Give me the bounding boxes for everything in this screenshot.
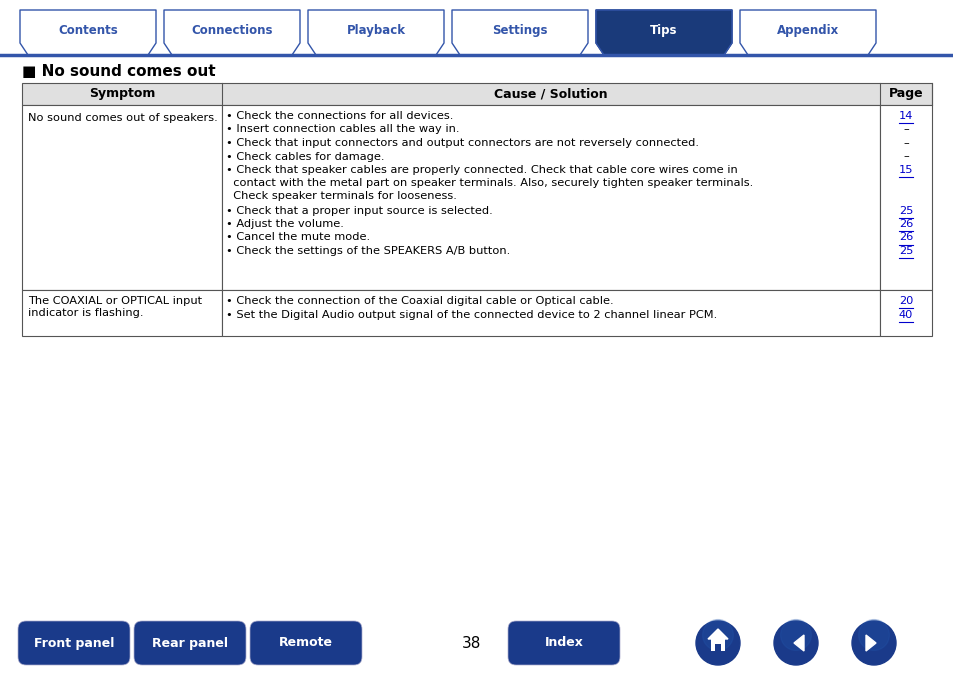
Circle shape (851, 621, 895, 665)
Text: Contents: Contents (58, 24, 118, 37)
Text: Page: Page (888, 87, 923, 100)
Text: Tips: Tips (650, 24, 677, 37)
Text: Appendix: Appendix (776, 24, 839, 37)
Text: • Cancel the mute mode.: • Cancel the mute mode. (226, 232, 370, 242)
Text: Remote: Remote (278, 637, 333, 649)
Polygon shape (308, 10, 443, 55)
Text: 40: 40 (898, 310, 912, 320)
Polygon shape (20, 10, 156, 55)
Bar (714, 644, 720, 651)
Text: –: – (902, 138, 908, 148)
Bar (710, 639, 724, 651)
Text: • Check cables for damage.: • Check cables for damage. (226, 151, 384, 162)
Polygon shape (596, 10, 731, 55)
Polygon shape (707, 629, 727, 639)
Text: The COAXIAL or OPTICAL input
indicator is flashing.: The COAXIAL or OPTICAL input indicator i… (28, 296, 202, 318)
Text: • Set the Digital Audio output signal of the connected device to 2 channel linea: • Set the Digital Audio output signal of… (226, 310, 717, 320)
Text: 20: 20 (898, 296, 912, 306)
Text: –: – (902, 125, 908, 135)
Text: • Check the settings of the SPEAKERS A/B button.: • Check the settings of the SPEAKERS A/B… (226, 246, 510, 256)
Text: • Check the connection of the Coaxial digital cable or Optical cable.: • Check the connection of the Coaxial di… (226, 296, 613, 306)
FancyBboxPatch shape (18, 621, 130, 665)
Text: 26: 26 (898, 232, 912, 242)
Polygon shape (740, 10, 875, 55)
Text: –: – (902, 151, 908, 162)
Circle shape (773, 621, 817, 665)
Polygon shape (865, 635, 875, 651)
Circle shape (701, 620, 733, 650)
Text: • Insert connection cables all the way in.: • Insert connection cables all the way i… (226, 125, 459, 135)
Text: Index: Index (544, 637, 583, 649)
Text: 25: 25 (898, 246, 912, 256)
Text: 38: 38 (462, 635, 481, 651)
Text: • Check the connections for all devices.: • Check the connections for all devices. (226, 111, 453, 121)
FancyBboxPatch shape (507, 621, 619, 665)
Bar (22, 290, 222, 336)
Bar (879, 105, 931, 290)
Text: Cause / Solution: Cause / Solution (494, 87, 607, 100)
Text: Front panel: Front panel (33, 637, 114, 649)
Text: • Check that a proper input source is selected.: • Check that a proper input source is se… (226, 205, 493, 215)
Bar (22, 105, 222, 290)
Circle shape (696, 621, 740, 665)
Text: ■ No sound comes out: ■ No sound comes out (22, 63, 215, 79)
Polygon shape (164, 10, 299, 55)
Text: Settings: Settings (492, 24, 547, 37)
Bar (879, 290, 931, 336)
Polygon shape (452, 10, 587, 55)
Text: No sound comes out of speakers.: No sound comes out of speakers. (28, 113, 217, 123)
Text: • Check that input connectors and output connectors are not reversely connected.: • Check that input connectors and output… (226, 138, 699, 148)
Bar (222, 105, 879, 290)
Text: Playback: Playback (346, 24, 405, 37)
Circle shape (780, 620, 811, 650)
Text: Rear panel: Rear panel (152, 637, 228, 649)
Bar (22, 83, 931, 105)
Text: 26: 26 (898, 219, 912, 229)
Bar (222, 290, 879, 336)
Circle shape (858, 620, 888, 650)
Text: • Check that speaker cables are properly connected. Check that cable core wires : • Check that speaker cables are properly… (226, 165, 753, 201)
FancyBboxPatch shape (133, 621, 246, 665)
Text: 15: 15 (898, 165, 912, 175)
Polygon shape (793, 635, 803, 651)
Text: Symptom: Symptom (89, 87, 155, 100)
Text: • Adjust the volume.: • Adjust the volume. (226, 219, 343, 229)
Text: 25: 25 (898, 205, 912, 215)
Text: 14: 14 (898, 111, 912, 121)
Text: Connections: Connections (191, 24, 273, 37)
FancyBboxPatch shape (250, 621, 361, 665)
